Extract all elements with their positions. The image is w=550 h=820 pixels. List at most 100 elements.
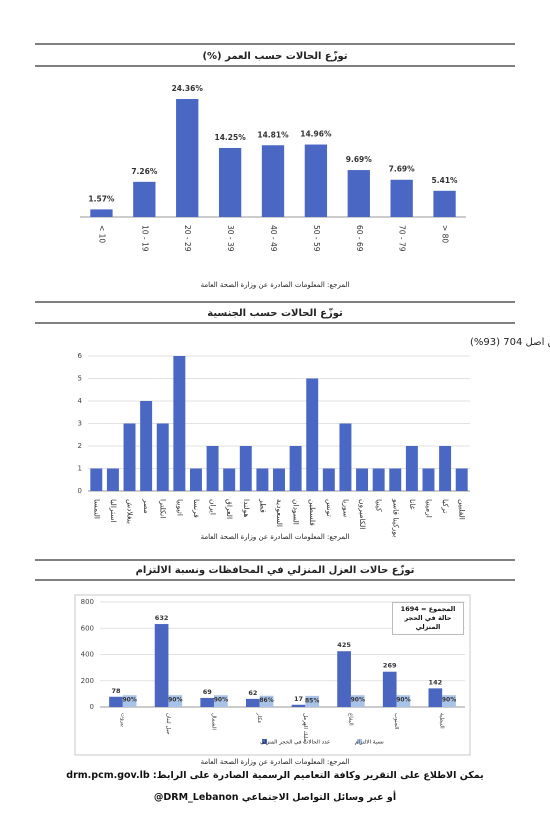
bar xyxy=(322,468,335,491)
y-tick-label: 6 xyxy=(78,352,83,360)
section-title: توزّع حالات العزل المنزلي في المحافظات و… xyxy=(136,565,415,576)
bar xyxy=(356,468,369,491)
x-tick-label: 50 - 59 xyxy=(312,225,321,252)
bar xyxy=(382,671,397,707)
value-label: 90% xyxy=(168,697,182,704)
bar xyxy=(156,423,169,491)
x-tick-label: غانا xyxy=(408,499,417,510)
value-label: 90% xyxy=(442,697,456,704)
bar xyxy=(428,688,443,707)
bar xyxy=(122,695,137,707)
x-tick-label: سوريا xyxy=(341,499,350,517)
x-tick-label: مصر xyxy=(142,498,151,514)
x-tick-label: > 80 xyxy=(441,225,450,243)
value-label: 14.81% xyxy=(257,130,289,139)
bar xyxy=(291,704,306,707)
bar xyxy=(372,468,385,491)
x-tick-label: العراق xyxy=(225,499,234,519)
footer-line: أو عبر وسائل التواصل الاجتماعي DRM_Leban… xyxy=(153,792,397,803)
bar xyxy=(422,468,435,491)
x-tick-label: كينيا xyxy=(375,499,384,512)
x-tick-label: ارمينيا xyxy=(424,499,433,518)
x-tick-label: فلسطين xyxy=(308,499,317,526)
x-tick-label: النبطية xyxy=(439,713,445,729)
value-label: 1.57% xyxy=(88,194,115,203)
bar xyxy=(455,468,468,491)
x-tick-label: < 10 xyxy=(97,225,106,243)
bar xyxy=(123,423,136,491)
value-label: 69 xyxy=(203,688,213,696)
value-label: 86% xyxy=(259,697,273,704)
footer-line: يمكن الاطلاع على التقرير وكافة التعاميم … xyxy=(66,770,484,781)
bar xyxy=(200,697,215,707)
value-label: 78 xyxy=(111,687,121,695)
value-label: 90% xyxy=(351,697,365,704)
value-label: 7.69% xyxy=(389,165,416,174)
value-label: 7.26% xyxy=(131,167,158,176)
value-label: 90% xyxy=(396,697,410,704)
bar xyxy=(90,468,103,491)
x-tick-label: 70 - 79 xyxy=(398,225,407,252)
chart-frame xyxy=(74,594,471,756)
x-tick-label: الفلبين xyxy=(458,499,467,520)
y-tick-label: 4 xyxy=(78,397,83,405)
bar xyxy=(214,695,228,707)
section-title: توزّع الحالات حسب العمر (%) xyxy=(202,51,347,62)
x-tick-label: 40 - 49 xyxy=(269,225,278,252)
x-tick-label: هولندا xyxy=(242,499,251,517)
bar xyxy=(133,181,156,217)
bar xyxy=(433,190,456,217)
legend-label: نسبة الالتزام xyxy=(355,740,384,746)
bar xyxy=(389,468,402,491)
x-tick-label: 20 - 29 xyxy=(183,225,192,252)
legend-swatch xyxy=(262,739,267,744)
y-tick-label: 800 xyxy=(81,598,94,606)
x-tick-label: ايران xyxy=(209,499,218,515)
value-label: 85% xyxy=(305,697,319,704)
bar xyxy=(173,356,186,491)
bar xyxy=(339,423,352,491)
bar xyxy=(154,624,169,707)
y-tick-label: 200 xyxy=(81,677,94,685)
x-tick-label: الكاميرون xyxy=(358,499,367,529)
value-label: 14.96% xyxy=(300,130,332,139)
value-label: 14.25% xyxy=(214,133,246,142)
x-tick-label: بعلبك الهرمل xyxy=(302,713,308,743)
y-tick-label: 1 xyxy=(78,465,82,473)
section-title: توزّع الحالات حسب الجنسية xyxy=(207,308,343,319)
x-tick-label: بيروت xyxy=(119,713,125,728)
value-label: 425 xyxy=(337,641,351,649)
x-tick-label: بنغلادش xyxy=(126,499,135,524)
value-label: 269 xyxy=(383,662,397,670)
bar xyxy=(306,378,319,491)
y-tick-label: 600 xyxy=(81,624,94,632)
x-tick-label: بوركينا فاسو xyxy=(391,498,400,537)
x-tick-label: تركيا xyxy=(441,499,450,513)
bar xyxy=(289,446,302,491)
bar xyxy=(140,401,153,491)
y-tick-label: 0 xyxy=(78,487,82,495)
annotation: المجموع = 1694 حالة في الحجر المنزلي xyxy=(392,602,464,635)
bar xyxy=(405,446,418,491)
value-label: 142 xyxy=(429,678,443,686)
subtitle: اللبنانيون 658 حالة من اصل 704 (93%) xyxy=(470,337,550,348)
y-tick-label: 0 xyxy=(90,703,94,711)
bar xyxy=(304,144,328,217)
x-tick-label: فرنسا xyxy=(192,499,201,518)
bar xyxy=(239,446,252,491)
x-tick-label: جبل لبنان xyxy=(165,713,171,735)
x-tick-label: عكار xyxy=(256,712,263,724)
bar xyxy=(206,446,219,491)
bar xyxy=(259,695,274,707)
x-tick-label: انكلترا xyxy=(159,499,168,518)
value-label: 5.41% xyxy=(432,176,459,185)
legend-label: عدد الحالات في الحجر المنزلي xyxy=(260,740,330,746)
value-label: 9.69% xyxy=(346,155,373,164)
value-label: 17 xyxy=(294,695,303,703)
x-tick-label: السعودية xyxy=(275,499,284,527)
y-tick-label: 2 xyxy=(78,442,82,450)
x-tick-label: 10 - 19 xyxy=(140,225,149,252)
bar xyxy=(223,468,236,491)
